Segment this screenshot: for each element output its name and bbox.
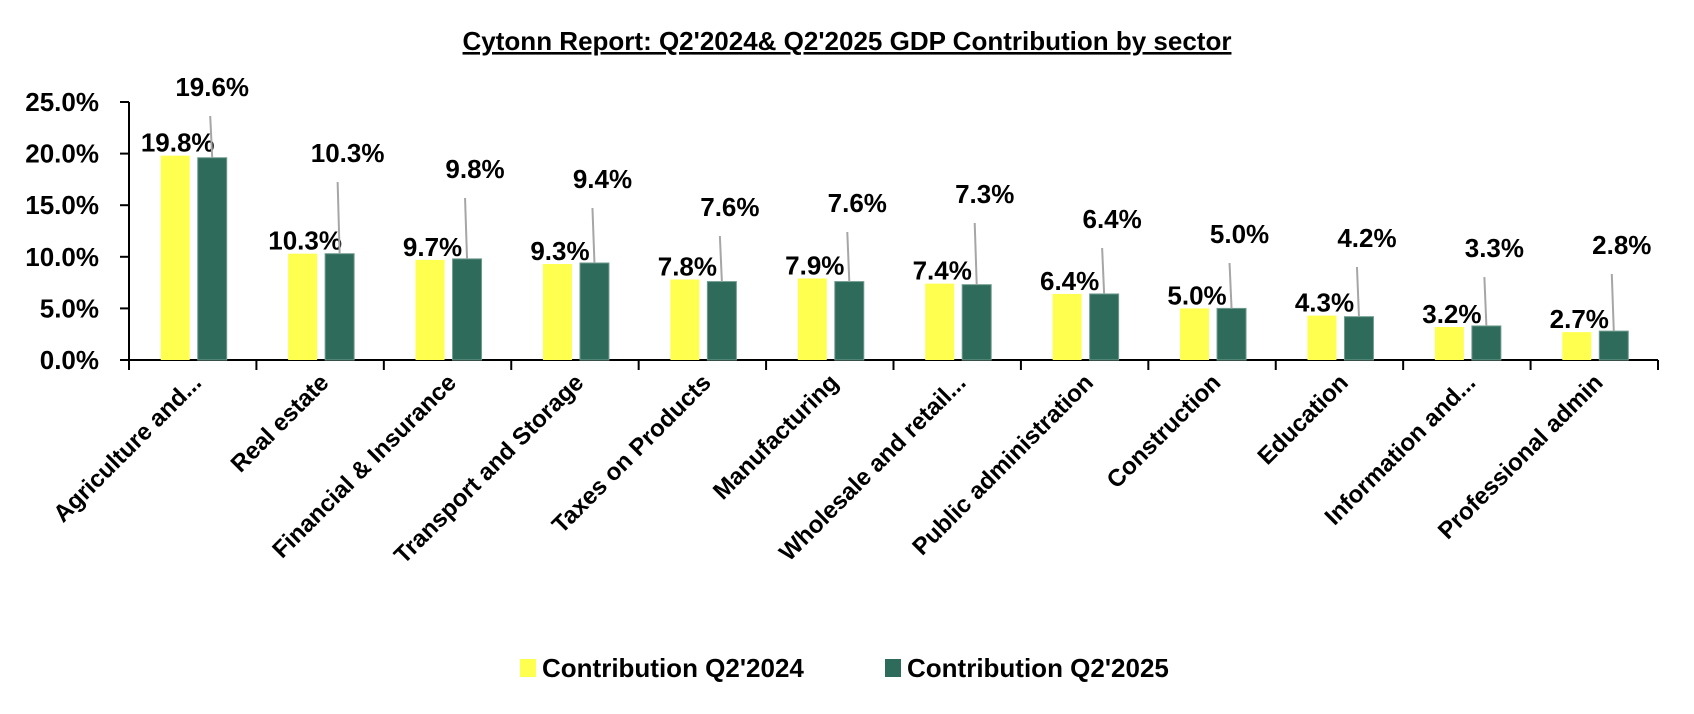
y-tick-label: 5.0% <box>40 293 99 323</box>
data-label-q2-2025: 10.3% <box>311 138 385 168</box>
chart-title: Cytonn Report: Q2'2024& Q2'2025 GDP Cont… <box>463 26 1232 56</box>
bar-q2-2024 <box>542 264 572 360</box>
leader-line <box>464 197 469 259</box>
legend-swatch <box>520 659 536 677</box>
data-label-q2-2025: 4.2% <box>1337 223 1396 253</box>
data-label-q2-2025: 7.3% <box>955 179 1014 209</box>
y-tick-label: 10.0% <box>25 242 99 272</box>
leader-line <box>846 231 851 282</box>
bar-q2-2024 <box>1052 293 1082 360</box>
data-label-q2-2024: 5.0% <box>1167 280 1226 310</box>
legend-swatch <box>885 659 901 677</box>
bar-q2-2025 <box>706 281 737 361</box>
leader-line <box>336 181 341 254</box>
y-tick-label: 0.0% <box>40 345 99 375</box>
y-tick-label: 20.0% <box>25 139 99 169</box>
y-axis: 0.0% 5.0% 10.0% 15.0% 20.0% 25.0% <box>25 87 130 375</box>
x-tick-label: Real estate <box>226 369 335 478</box>
bar-q2-2025 <box>1216 307 1247 361</box>
bar-q2-2025 <box>1089 293 1120 361</box>
x-tick-label: Manufacturing <box>708 369 844 505</box>
leader-line <box>1483 276 1488 326</box>
data-label-q2-2024: 9.7% <box>403 232 462 262</box>
leader-line <box>1101 247 1106 294</box>
legend: Contribution Q2'2024 Contribution Q2'2025 <box>520 653 1169 683</box>
data-label-q2-2025: 3.3% <box>1465 233 1524 263</box>
bar-q2-2025 <box>452 258 483 361</box>
data-label-q2-2024: 2.7% <box>1550 304 1609 334</box>
legend-label: Contribution Q2'2024 <box>542 653 804 683</box>
data-label-q2-2024: 6.4% <box>1040 266 1099 296</box>
data-labels: 19.8% 19.6% 10.3% 10.3% 9.7% 9.8% 9.3% 9.4% 7.8%… <box>141 72 1652 334</box>
y-tick-label: 15.0% <box>25 190 99 220</box>
data-label-q2-2024: 19.8% <box>141 128 215 158</box>
bar-q2-2024 <box>160 155 190 360</box>
data-label-q2-2024: 7.9% <box>785 250 844 280</box>
bar-q2-2024 <box>1180 308 1210 360</box>
bar-q2-2025 <box>324 253 355 361</box>
x-tick-label: Construction <box>1102 369 1227 494</box>
data-label-q2-2025: 7.6% <box>828 188 887 218</box>
bar-q2-2024 <box>797 278 827 360</box>
bar-q2-2025 <box>834 281 865 361</box>
leader-line <box>1355 266 1360 317</box>
data-label-q2-2024: 9.3% <box>530 236 589 266</box>
data-label-q2-2024: 7.4% <box>913 256 972 286</box>
leader-line <box>718 235 723 282</box>
leader-line <box>973 222 978 285</box>
data-label-q2-2024: 3.2% <box>1422 299 1481 329</box>
bar-q2-2024 <box>1307 315 1337 360</box>
data-label-q2-2025: 5.0% <box>1210 219 1269 249</box>
bar-q2-2025 <box>1343 316 1374 361</box>
leader-line <box>209 115 214 158</box>
data-label-q2-2025: 9.4% <box>573 164 632 194</box>
data-label-q2-2025: 19.6% <box>175 72 249 102</box>
data-label-q2-2025: 7.6% <box>700 192 759 222</box>
bar-q2-2025 <box>1471 325 1502 361</box>
data-label-q2-2025: 6.4% <box>1082 204 1141 234</box>
bar-q2-2024 <box>288 253 318 360</box>
data-label-q2-2025: 9.8% <box>445 154 504 184</box>
data-label-q2-2025: 2.8% <box>1592 230 1651 260</box>
bar-q2-2024 <box>670 279 700 360</box>
bars <box>160 155 1629 361</box>
data-label-q2-2024: 4.3% <box>1295 288 1354 318</box>
bar-q2-2024 <box>1562 332 1592 360</box>
leader-line <box>1610 273 1615 332</box>
leader-line <box>1228 262 1233 309</box>
bar-q2-2025 <box>1598 330 1629 361</box>
legend-label: Contribution Q2'2025 <box>907 653 1169 683</box>
bar-q2-2025 <box>197 157 228 361</box>
bar-q2-2025 <box>961 284 992 361</box>
leader-line <box>591 207 596 264</box>
bar-q2-2024 <box>415 259 445 360</box>
x-tick-label: Education <box>1253 369 1354 470</box>
bar-q2-2024 <box>1434 326 1464 360</box>
data-label-q2-2024: 10.3% <box>268 226 342 256</box>
bar-q2-2025 <box>579 262 610 361</box>
y-tick-label: 25.0% <box>25 87 99 117</box>
bar-q2-2024 <box>925 283 955 360</box>
data-label-q2-2024: 7.8% <box>658 252 717 282</box>
x-tick-label: Agriculture and... <box>48 369 207 528</box>
